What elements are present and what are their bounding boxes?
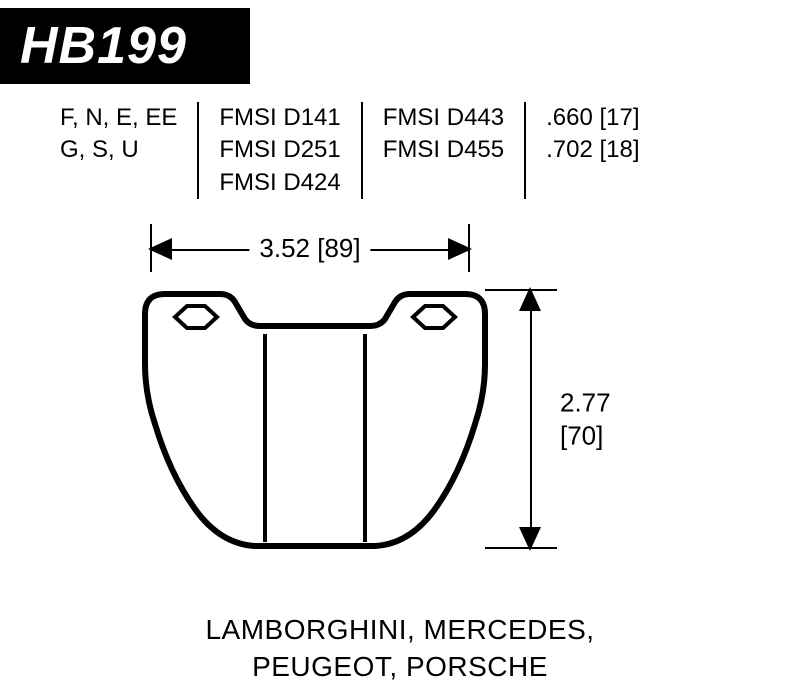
fmsi-column-b: FMSI D443 FMSI D455 [361, 102, 524, 199]
thickness-value: .660 [17] [546, 102, 639, 134]
thickness-value: .702 [18] [546, 134, 639, 166]
height-value-mm: [70] [560, 419, 611, 452]
vehicles-line: PEUGEOT, PORSCHE [0, 649, 800, 685]
fmsi-code: FMSI D424 [219, 167, 340, 199]
width-label: 3.52 [89] [249, 233, 370, 264]
dimension-line [530, 289, 532, 549]
arrow-down-icon [519, 527, 541, 551]
compounds-row: G, S, U [60, 134, 177, 166]
arrow-left-icon [148, 238, 172, 260]
brake-pad-diagram: 3.52 [89] 2.77 [70] [0, 229, 800, 609]
height-label: 2.77 [70] [560, 387, 611, 452]
thickness-column: .660 [17] .702 [18] [524, 102, 659, 199]
compounds-row: F, N, E, EE [60, 102, 177, 134]
fmsi-code: FMSI D443 [383, 102, 504, 134]
height-dimension: 2.77 [70] [510, 289, 550, 549]
fmsi-code: FMSI D455 [383, 134, 504, 166]
height-value-in: 2.77 [560, 387, 611, 420]
arrow-up-icon [519, 287, 541, 311]
part-number-header: HB199 [0, 8, 250, 84]
width-dimension: 3.52 [89] [150, 229, 470, 269]
fmsi-code: FMSI D251 [219, 134, 340, 166]
fmsi-code: FMSI D141 [219, 102, 340, 134]
arrow-right-icon [448, 238, 472, 260]
vehicle-applications: LAMBORGHINI, MERCEDES, PEUGEOT, PORSCHE [0, 612, 800, 685]
spec-table: F, N, E, EE G, S, U FMSI D141 FMSI D251 … [60, 102, 800, 199]
brake-pad-outline [135, 284, 495, 559]
vehicles-line: LAMBORGHINI, MERCEDES, [0, 612, 800, 648]
compound-codes-column: F, N, E, EE G, S, U [60, 102, 197, 199]
fmsi-column-a: FMSI D141 FMSI D251 FMSI D424 [197, 102, 360, 199]
